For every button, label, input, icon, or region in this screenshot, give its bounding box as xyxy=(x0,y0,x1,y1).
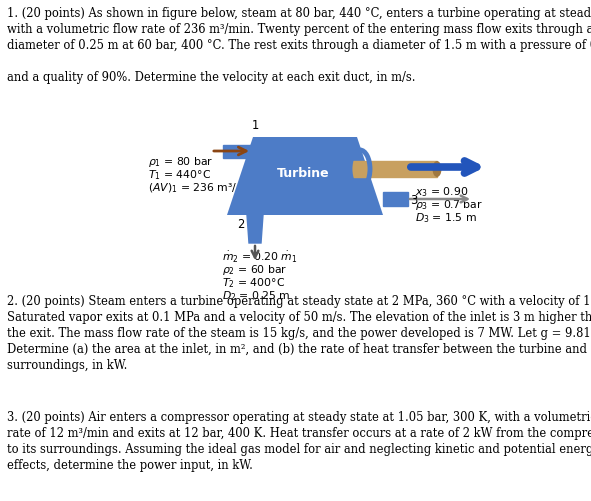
Text: to its surroundings. Assuming the ideal gas model for air and neglecting kinetic: to its surroundings. Assuming the ideal … xyxy=(7,442,591,455)
Text: 1: 1 xyxy=(251,119,259,132)
Text: 3: 3 xyxy=(410,194,417,207)
Text: Saturated vapor exits at 0.1 MPa and a velocity of 50 m/s. The elevation of the : Saturated vapor exits at 0.1 MPa and a v… xyxy=(7,311,591,323)
Text: rate of 12 m³/min and exits at 12 bar, 400 K. Heat transfer occurs at a rate of : rate of 12 m³/min and exits at 12 bar, 4… xyxy=(7,426,591,439)
Text: $T_2$ = 400°C: $T_2$ = 400°C xyxy=(222,276,285,289)
Text: the exit. The mass flow rate of the steam is 15 kg/s, and the power developed is: the exit. The mass flow rate of the stea… xyxy=(7,326,591,339)
Text: with a volumetric flow rate of 236 m³/min. Twenty percent of the entering mass f: with a volumetric flow rate of 236 m³/mi… xyxy=(7,23,591,36)
Text: 1. (20 points) As shown in figure below, steam at 80 bar, 440 °C, enters a turbi: 1. (20 points) As shown in figure below,… xyxy=(7,7,591,20)
Text: $(AV)_1$ = 236 m³/min: $(AV)_1$ = 236 m³/min xyxy=(148,181,257,194)
Text: $\rho_2$ = 60 bar: $\rho_2$ = 60 bar xyxy=(222,263,287,277)
Text: Turbine: Turbine xyxy=(277,167,329,180)
Text: $T_1$ = 440°C: $T_1$ = 440°C xyxy=(148,168,211,181)
Text: Determine (a) the area at the inlet, in m², and (b) the rate of heat transfer be: Determine (a) the area at the inlet, in … xyxy=(7,342,591,355)
Ellipse shape xyxy=(433,162,441,178)
Text: $\dot{m}_2$ = 0.20 $\dot{m}_1$: $\dot{m}_2$ = 0.20 $\dot{m}_1$ xyxy=(222,249,298,265)
Ellipse shape xyxy=(349,162,355,178)
Text: $D_3$ = 1.5 m: $D_3$ = 1.5 m xyxy=(415,210,477,224)
Polygon shape xyxy=(227,138,383,215)
Polygon shape xyxy=(223,145,253,158)
Text: and a quality of 90%. Determine the velocity at each exit duct, in m/s.: and a quality of 90%. Determine the velo… xyxy=(7,71,415,84)
Text: $\rho_3$ = 0.7 bar: $\rho_3$ = 0.7 bar xyxy=(415,197,483,211)
Text: 2. (20 points) Steam enters a turbine operating at steady state at 2 MPa, 360 °C: 2. (20 points) Steam enters a turbine op… xyxy=(7,295,591,308)
Text: surroundings, in kW.: surroundings, in kW. xyxy=(7,358,128,371)
Text: $x_3$ = 0.90: $x_3$ = 0.90 xyxy=(415,185,469,198)
Text: 3. (20 points) Air enters a compressor operating at steady state at 1.05 bar, 30: 3. (20 points) Air enters a compressor o… xyxy=(7,410,591,423)
Text: $D_2$ = 0.25 m: $D_2$ = 0.25 m xyxy=(222,289,290,302)
Text: 2: 2 xyxy=(236,217,244,230)
Polygon shape xyxy=(247,215,263,243)
Polygon shape xyxy=(383,192,408,206)
Text: effects, determine the power input, in kW.: effects, determine the power input, in k… xyxy=(7,458,253,471)
Text: diameter of 0.25 m at 60 bar, 400 °C. The rest exits through a diameter of 1.5 m: diameter of 0.25 m at 60 bar, 400 °C. Th… xyxy=(7,39,591,52)
Polygon shape xyxy=(352,162,437,178)
Text: $\rho_1$ = 80 bar: $\rho_1$ = 80 bar xyxy=(148,155,213,169)
